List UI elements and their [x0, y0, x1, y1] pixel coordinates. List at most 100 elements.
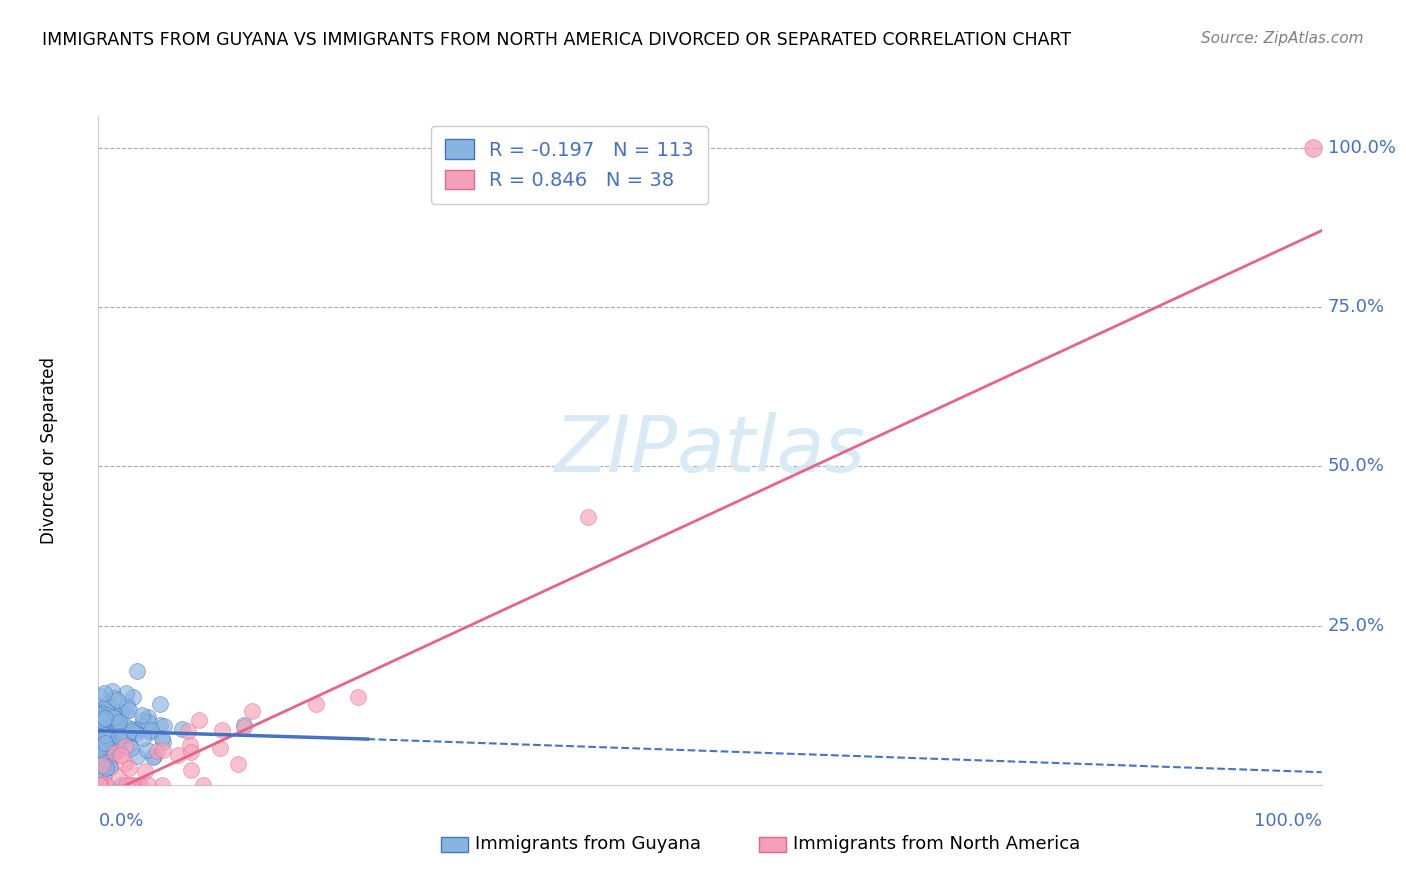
Point: [129, 778, 152, 792]
Point: [91, 740, 114, 755]
Point: [100, 683, 122, 698]
Point: [120, 740, 142, 755]
Point: [121, 778, 143, 792]
Text: 100.0%: 100.0%: [1327, 139, 1396, 157]
Point: [150, 731, 173, 745]
Point: [115, 729, 138, 743]
Point: [93, 769, 115, 783]
Point: [152, 735, 174, 749]
Point: [134, 764, 156, 778]
Point: [93, 686, 115, 700]
Point: [233, 720, 256, 734]
Point: [180, 764, 202, 778]
Point: [89, 752, 111, 766]
Point: [170, 723, 193, 737]
Point: [114, 739, 136, 754]
Point: [94, 729, 117, 743]
Point: [107, 714, 129, 729]
Point: [90, 731, 112, 745]
Point: [90, 718, 112, 732]
Point: [104, 744, 127, 758]
Point: [93, 778, 115, 792]
Point: [90, 731, 112, 746]
Point: [94, 721, 117, 735]
Point: [98, 743, 121, 757]
Point: [115, 699, 138, 714]
Point: [103, 720, 125, 734]
Point: [125, 726, 148, 740]
Point: [179, 738, 201, 752]
Point: [149, 718, 172, 732]
Point: [104, 735, 127, 749]
Point: [167, 747, 190, 762]
Point: [152, 743, 174, 757]
Point: [89, 711, 111, 725]
Point: [100, 739, 122, 754]
Point: [150, 778, 173, 792]
Text: Source: ZipAtlas.com: Source: ZipAtlas.com: [1201, 31, 1364, 46]
Point: [91, 759, 114, 773]
FancyBboxPatch shape: [441, 837, 468, 852]
Point: [105, 740, 128, 755]
Point: [90, 706, 112, 721]
Point: [96, 698, 118, 712]
Point: [97, 731, 120, 746]
Point: [100, 737, 122, 751]
Point: [118, 721, 141, 735]
Point: [93, 754, 115, 768]
Point: [89, 778, 111, 792]
Point: [100, 710, 122, 724]
Point: [118, 778, 141, 792]
Text: Immigrants from Guyana: Immigrants from Guyana: [475, 835, 702, 853]
Point: [228, 756, 250, 771]
Point: [211, 723, 233, 738]
Point: [90, 713, 112, 727]
Point: [121, 723, 143, 738]
Text: IMMIGRANTS FROM GUYANA VS IMMIGRANTS FROM NORTH AMERICA DIVORCED OR SEPARATED CO: IMMIGRANTS FROM GUYANA VS IMMIGRANTS FRO…: [42, 31, 1071, 49]
Point: [87, 741, 110, 756]
Point: [107, 740, 129, 755]
Point: [100, 760, 122, 774]
Point: [121, 690, 143, 704]
Text: 50.0%: 50.0%: [1327, 458, 1385, 475]
Point: [142, 749, 165, 764]
Point: [105, 693, 128, 707]
Point: [90, 739, 112, 753]
Point: [96, 739, 118, 754]
Point: [110, 705, 132, 719]
Point: [117, 703, 139, 717]
Point: [176, 724, 198, 739]
Text: 100.0%: 100.0%: [1254, 812, 1322, 830]
FancyBboxPatch shape: [759, 837, 786, 852]
Point: [208, 741, 231, 756]
Point: [94, 761, 117, 775]
Point: [93, 714, 115, 728]
Point: [97, 755, 120, 769]
Point: [142, 750, 165, 764]
Text: 25.0%: 25.0%: [1327, 616, 1385, 635]
Point: [91, 748, 114, 763]
Point: [94, 726, 117, 740]
Point: [118, 738, 141, 752]
Point: [136, 709, 159, 723]
Point: [104, 715, 127, 730]
Point: [96, 731, 118, 745]
Point: [114, 705, 136, 719]
Point: [94, 703, 117, 717]
Point: [94, 726, 117, 740]
Point: [89, 737, 111, 751]
Point: [94, 744, 117, 758]
Point: [125, 749, 148, 764]
Point: [127, 723, 149, 737]
Point: [125, 665, 148, 679]
Point: [104, 720, 127, 734]
Point: [131, 707, 153, 722]
Point: [110, 730, 132, 744]
Point: [118, 727, 141, 741]
Point: [132, 731, 155, 745]
Point: [110, 778, 132, 792]
Point: [104, 746, 127, 760]
Point: [94, 744, 117, 758]
Point: [97, 712, 120, 726]
Point: [107, 719, 129, 733]
